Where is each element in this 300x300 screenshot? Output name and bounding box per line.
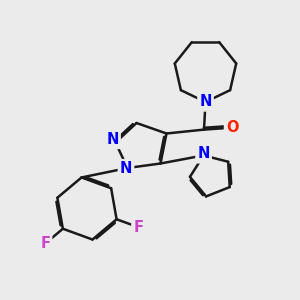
- Text: O: O: [226, 120, 239, 135]
- Text: F: F: [133, 220, 143, 235]
- Text: N: N: [120, 161, 132, 176]
- Text: N: N: [199, 94, 212, 110]
- Text: F: F: [40, 236, 50, 251]
- Text: N: N: [106, 132, 119, 147]
- Text: N: N: [197, 146, 210, 161]
